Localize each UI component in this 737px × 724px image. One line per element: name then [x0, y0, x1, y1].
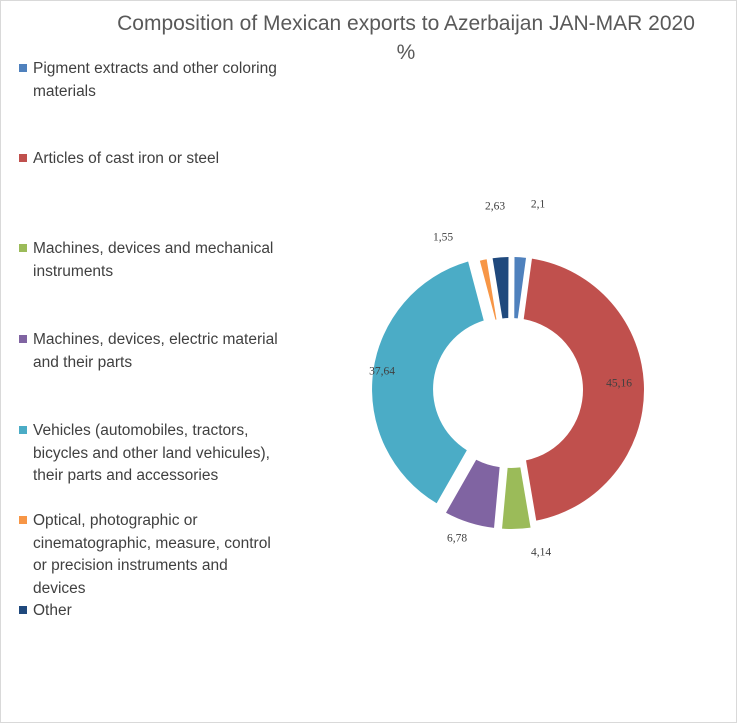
legend-item: Articles of cast iron or steel: [19, 148, 284, 171]
legend-label: Articles of cast iron or steel: [33, 150, 220, 167]
data-label: 1,55: [433, 232, 453, 244]
data-label: 4,14: [531, 547, 551, 559]
chart-subtitle: %: [396, 41, 416, 64]
legend-swatch: [19, 516, 27, 524]
doughnut-segment: [372, 261, 484, 504]
legend-item: Pigment extracts and other coloring mate…: [19, 58, 284, 103]
legend-swatch: [19, 64, 27, 72]
legend-swatch: [19, 154, 27, 162]
chart-title: Composition of Mexican exports to Azerba…: [96, 9, 716, 67]
data-label: 45,16: [606, 378, 632, 390]
data-label: 2,1: [531, 199, 546, 211]
legend-label: Vehicles (automobiles, tractors, bicycle…: [33, 422, 270, 484]
legend-swatch: [19, 335, 27, 343]
legend-swatch: [19, 426, 27, 434]
legend-label: Pigment extracts and other coloring mate…: [33, 60, 277, 100]
legend-item: Machines, devices and mechanical instrum…: [19, 238, 284, 283]
legend-label: Optical, photographic or cinematographic…: [33, 512, 271, 597]
doughnut-segment: [446, 459, 500, 528]
doughnut-segment: [492, 257, 509, 319]
doughnut-segment: [502, 467, 531, 529]
doughnut-segment: [514, 257, 527, 319]
legend-swatch: [19, 606, 27, 614]
doughnut-segment: [479, 259, 497, 320]
legend-item: Machines, devices, electric material and…: [19, 329, 284, 374]
data-label: 2,63: [485, 201, 505, 213]
legend-label: Machines, devices and mechanical instrum…: [33, 240, 274, 280]
data-label: 6,78: [447, 533, 467, 545]
data-label: 37,64: [369, 366, 395, 378]
legend-label: Other: [33, 602, 72, 619]
legend-item: Other: [19, 600, 284, 623]
chart-title-text: Composition of Mexican exports to Azerba…: [117, 12, 695, 35]
legend-item: Vehicles (automobiles, tractors, bicycle…: [19, 420, 284, 488]
legend-swatch: [19, 244, 27, 252]
legend-label: Machines, devices, electric material and…: [33, 331, 278, 371]
doughnut-segment: [523, 258, 644, 521]
legend-item: Optical, photographic or cinematographic…: [19, 510, 284, 600]
